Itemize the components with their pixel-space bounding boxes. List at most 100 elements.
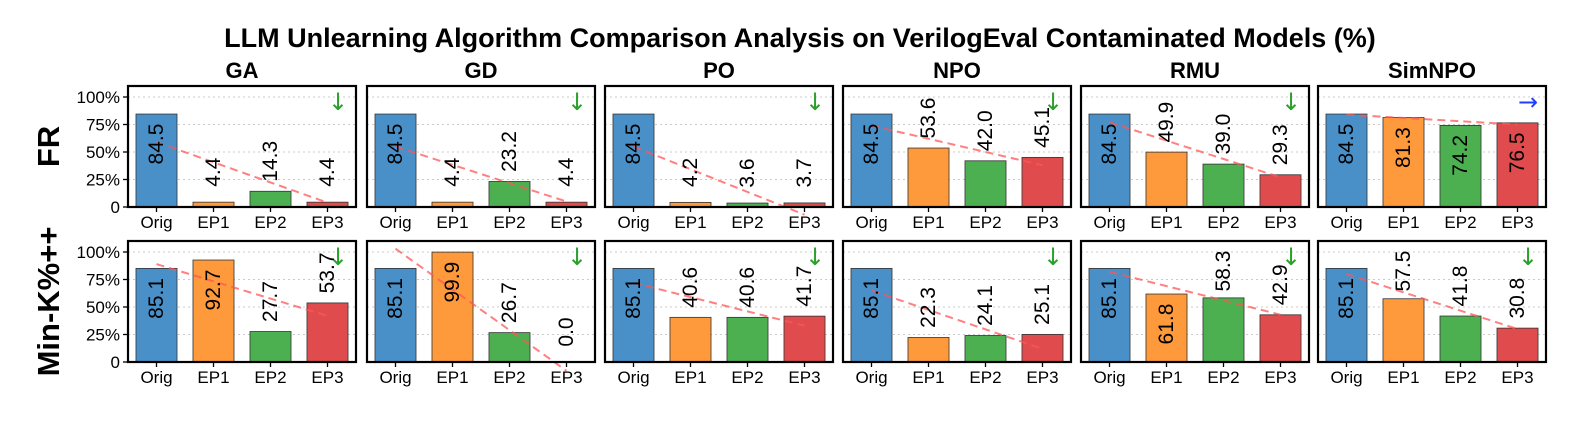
- panel-fr-po: PO 84.5 4.2 3.6 3.7 ↓ Orig EP1 EP2 EP3: [603, 58, 835, 232]
- bar-ep3: [1496, 122, 1539, 208]
- bar-orig: [1088, 113, 1131, 208]
- y-tick-label: 0: [111, 353, 120, 372]
- panel-frame: [1316, 84, 1548, 209]
- value-label: 85.1: [1098, 278, 1121, 319]
- value-label: 53.6: [917, 98, 940, 139]
- value-label: 58.3: [1212, 251, 1235, 292]
- value-label: 40.6: [736, 267, 759, 308]
- trend-down-arrow-icon: ↓: [1043, 88, 1063, 116]
- panel-title-simnpo: SimNPO: [1388, 58, 1476, 83]
- value-label: 29.3: [1269, 124, 1292, 165]
- value-label: 84.5: [1335, 124, 1358, 165]
- trend-flat-arrow-icon: →: [1518, 88, 1538, 116]
- x-tick-label: Orig: [1093, 368, 1125, 387]
- bar-ep2: [1202, 297, 1245, 363]
- panel-title-ga: GA: [226, 58, 259, 83]
- panel-mink-po: 85.1 40.6 40.6 41.7↓ Orig EP1 EP2 EP3: [603, 239, 835, 387]
- value-label: 4.4: [202, 157, 225, 187]
- value-label: 84.5: [860, 124, 883, 165]
- bar-ep1: [1145, 151, 1188, 208]
- panel-frame: [1079, 239, 1311, 364]
- trend-line: [1346, 273, 1518, 330]
- bar-orig: [612, 113, 655, 208]
- value-label: 40.6: [679, 267, 702, 308]
- value-label: 24.1: [974, 285, 997, 326]
- value-label: 81.3: [1392, 127, 1415, 168]
- row-label-fr: FR: [31, 126, 66, 167]
- value-label: 4.2: [679, 158, 702, 187]
- figure-title: LLM Unlearning Algorithm Comparison Anal…: [224, 23, 1376, 53]
- value-label: 61.8: [1155, 304, 1178, 345]
- y-tick-label: 75%: [86, 116, 120, 135]
- x-tick-label: EP1: [1150, 213, 1182, 232]
- value-label: 49.9: [1155, 102, 1178, 143]
- x-tick-label: EP2: [1207, 213, 1239, 232]
- value-label: 14.3: [259, 141, 282, 182]
- bar-ep1: [907, 337, 950, 363]
- panel-fr-gd: GD 84.5 4.4 23.2 4.4 ↓ Orig EP1 EP2 EP3: [365, 58, 597, 232]
- trend-down-arrow-icon: ↓: [805, 243, 825, 271]
- bar-ep2: [249, 331, 292, 363]
- bar-ep3: [1496, 327, 1539, 363]
- value-label: 99.9: [441, 262, 464, 303]
- value-label: 42.0: [974, 110, 997, 151]
- x-tick-label: EP1: [436, 368, 468, 387]
- y-tick-label: 75%: [86, 271, 120, 290]
- value-label: 23.2: [498, 131, 521, 172]
- x-tick-label: EP2: [969, 213, 1001, 232]
- panel-mink-gd: 85.1 99.9 26.7 0.0 ↓ Orig EP1 EP2 EP3: [365, 239, 597, 387]
- x-tick-label: EP1: [674, 368, 706, 387]
- bar-ep2: [964, 160, 1007, 208]
- panel-frame: [126, 84, 358, 209]
- panel-mink-npo: 85.1 22.3 24.1 25.1 ↓ Orig EP1 EP2 EP3: [841, 239, 1073, 387]
- value-label: 27.7: [259, 281, 282, 322]
- value-label: 92.7: [202, 270, 225, 311]
- panel-frame: [603, 239, 835, 364]
- panel-frame: [841, 239, 1073, 364]
- value-label: 85.1: [622, 278, 645, 319]
- value-label: 45.1: [1031, 107, 1054, 148]
- x-tick-label: Orig: [379, 213, 411, 232]
- trend-down-arrow-icon: ↓: [567, 88, 587, 116]
- value-label: 85.1: [384, 278, 407, 319]
- panel-title-rmu: RMU: [1170, 58, 1220, 83]
- x-tick-label: EP2: [1444, 213, 1476, 232]
- x-tick-label: EP3: [1501, 213, 1533, 232]
- panel-mink-rmu: 85.1 61.8 58.3 42.9↓ Orig EP1 EP2 EP3: [1079, 239, 1311, 387]
- value-label: 3.6: [736, 158, 759, 187]
- x-tick-label: EP3: [550, 368, 582, 387]
- x-tick-label: Orig: [1330, 368, 1362, 387]
- value-label: 76.5: [1506, 132, 1529, 173]
- bar-ep1: [907, 147, 950, 208]
- x-tick-label: EP3: [788, 368, 820, 387]
- trend-line: [156, 263, 328, 317]
- value-label: 57.5: [1392, 251, 1415, 292]
- x-tick-label: EP2: [731, 213, 763, 232]
- x-tick-label: Orig: [140, 368, 172, 387]
- x-tick-label: EP2: [1444, 368, 1476, 387]
- value-label: 22.3: [917, 287, 940, 328]
- x-tick-label: EP3: [1264, 368, 1296, 387]
- bar-ep3: [306, 302, 349, 363]
- x-tick-label: EP1: [1387, 368, 1419, 387]
- bar-ep2: [488, 332, 531, 363]
- bar-ep2: [249, 190, 292, 208]
- y-tick-label: 50%: [86, 143, 120, 162]
- trend-down-arrow-icon: ↓: [805, 88, 825, 116]
- x-tick-label: EP3: [788, 213, 820, 232]
- panel-frame: [365, 84, 597, 209]
- bar-ep1: [1382, 298, 1425, 363]
- bar-orig: [374, 113, 417, 208]
- trend-down-arrow-icon: ↓: [567, 243, 587, 271]
- x-tick-label: EP1: [197, 213, 229, 232]
- y-tick-label: 100%: [77, 243, 120, 262]
- y-tick-label: 0: [111, 198, 120, 217]
- x-tick-label: EP1: [912, 213, 944, 232]
- x-tick-label: EP3: [311, 368, 343, 387]
- x-tick-label: Orig: [617, 213, 649, 232]
- x-tick-label: Orig: [379, 368, 411, 387]
- value-label: 41.7: [793, 266, 816, 307]
- x-tick-label: EP3: [1026, 213, 1058, 232]
- bar-ep2: [1439, 315, 1482, 363]
- bar-orig: [612, 267, 655, 363]
